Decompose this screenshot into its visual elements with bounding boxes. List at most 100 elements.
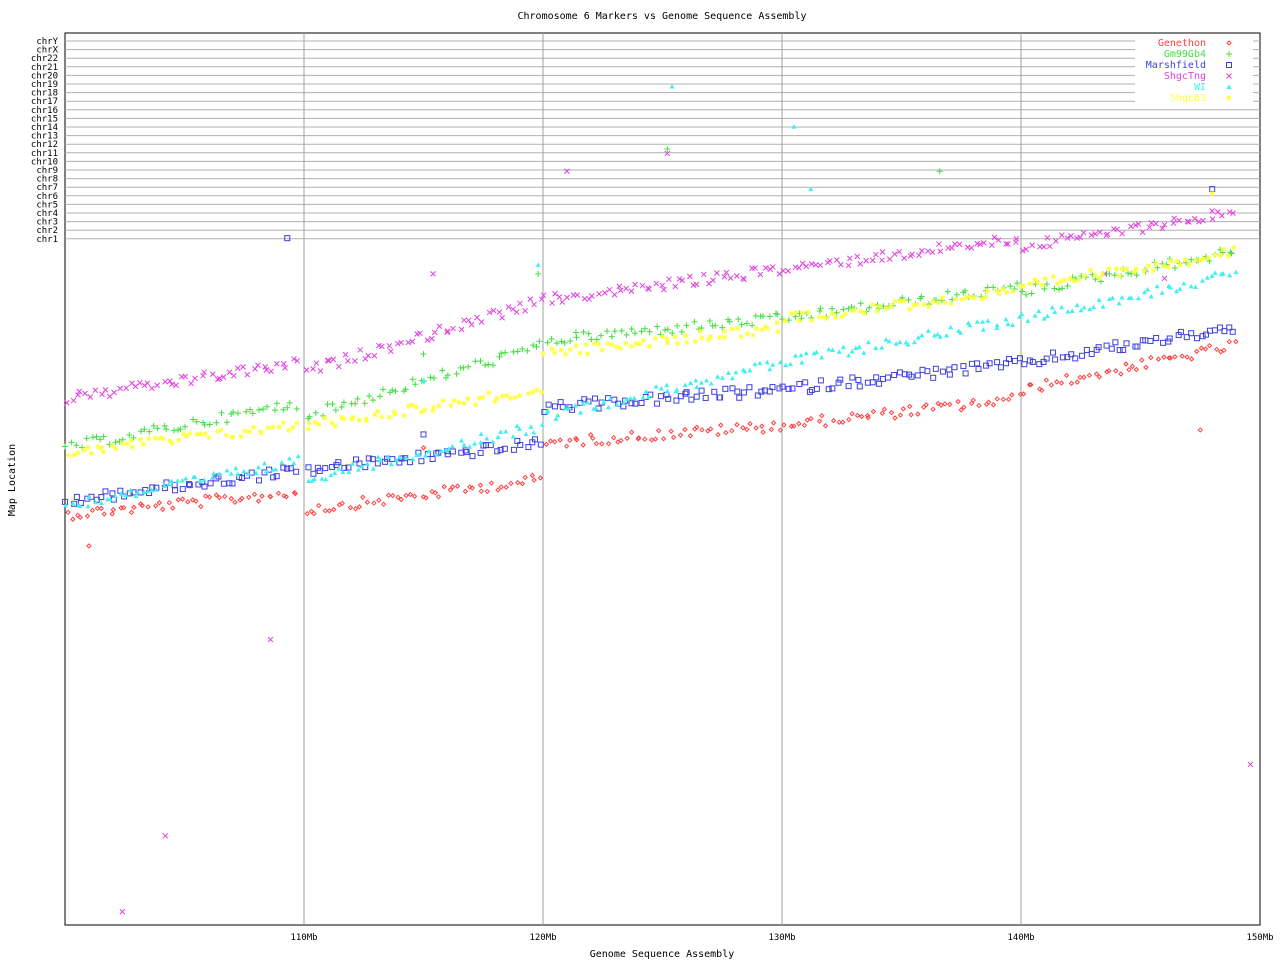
legend-marker: [1226, 62, 1232, 68]
marshfield-marker: [109, 490, 116, 497]
shgc63-marker: [829, 311, 835, 317]
marshfield-marker: [273, 473, 280, 480]
shgc63-marker: [1161, 263, 1167, 269]
marshfield-marker: [873, 374, 880, 381]
shgc63-marker: [1062, 277, 1068, 283]
gm99gb4-marker: [669, 330, 676, 337]
marshfield-marker: [592, 395, 599, 402]
wi-marker: [905, 342, 911, 347]
wi-marker: [646, 394, 652, 399]
gm99gb4-marker: [138, 428, 145, 435]
gm99gb4-marker: [567, 338, 574, 345]
wi-marker: [814, 349, 820, 355]
marshfield-marker: [1120, 346, 1127, 353]
shgctng-marker: [325, 357, 332, 364]
shgctng-marker: [727, 275, 734, 281]
shgctng-marker: [200, 372, 206, 379]
gm99gb4-marker: [1228, 250, 1235, 257]
shgc63-marker: [793, 310, 799, 316]
shgctng-marker: [664, 150, 671, 157]
wi-marker: [819, 354, 825, 360]
shgctng-marker: [616, 283, 623, 290]
marshfield-marker: [876, 380, 883, 387]
marshfield-marker: [226, 480, 233, 487]
gm99gb4-marker: [719, 324, 726, 331]
shgc63-marker: [473, 402, 479, 408]
shgctng-marker: [596, 291, 602, 297]
genethon-marker: [605, 440, 612, 447]
shgc63-marker: [861, 310, 867, 316]
shgc63-marker: [906, 306, 912, 312]
genethon-marker: [1226, 338, 1233, 345]
shgctng-marker: [653, 280, 660, 287]
wi-marker: [261, 460, 267, 466]
wi-marker: [777, 359, 783, 365]
wi-marker: [1177, 286, 1183, 291]
shgctng-marker: [162, 832, 169, 839]
genethon-marker: [239, 495, 245, 502]
marshfield-marker: [796, 380, 803, 387]
wi-marker: [85, 503, 91, 509]
shgc63-marker: [672, 334, 678, 340]
x-axis-ticks: 110Mb 120Mb 130Mb 140Mb 150Mb: [290, 933, 1273, 943]
genethon-marker: [1194, 348, 1200, 355]
genethon-marker: [275, 490, 282, 496]
gm99gb4-marker: [817, 305, 824, 312]
genethon-marker: [1184, 354, 1190, 360]
wi-marker: [944, 332, 950, 338]
genethon-marker: [1172, 354, 1178, 360]
shgctng-marker: [808, 261, 815, 267]
series-gm99gb4: [62, 145, 1235, 451]
marshfield-marker: [1029, 358, 1036, 365]
x-tick-label: 120Mb: [529, 933, 556, 943]
chromosome-label: chr7: [36, 183, 58, 193]
marshfield-marker: [806, 388, 813, 395]
shgc63-marker: [596, 341, 602, 347]
shgctng-marker: [431, 329, 438, 336]
gm99gb4-marker: [1059, 285, 1066, 292]
genethon-marker: [70, 516, 76, 522]
wi-marker: [426, 449, 432, 454]
legend-marker: [1226, 51, 1232, 57]
marshfield-marker: [879, 375, 886, 382]
marshfield-marker: [1116, 347, 1123, 354]
gm99gb4-marker: [514, 348, 521, 355]
shgc63-marker: [1000, 286, 1006, 292]
shgctng-marker: [1068, 233, 1074, 239]
shgctng-marker: [335, 363, 342, 370]
shgctng-marker: [496, 309, 503, 316]
gm99gb4-marker: [126, 431, 133, 438]
shgctng-marker: [639, 282, 646, 289]
gm99gb4-marker: [530, 342, 537, 349]
shgctng-marker: [1230, 210, 1236, 216]
marshfield-marker: [1147, 337, 1154, 344]
genethon-marker: [718, 422, 724, 428]
wi-marker: [1220, 271, 1226, 276]
shgctng-marker: [102, 387, 109, 393]
marshfield-marker: [287, 465, 294, 472]
marshfield-marker: [256, 477, 263, 484]
wi-marker: [1019, 311, 1025, 317]
wi-marker: [640, 395, 646, 400]
genethon-marker: [1197, 427, 1203, 433]
shgc63-marker: [508, 396, 514, 402]
shgctng-marker: [556, 294, 563, 300]
wi-marker: [1167, 284, 1173, 290]
shgc63-marker: [392, 411, 398, 417]
wi-marker: [925, 328, 931, 333]
shgctng-marker: [919, 247, 925, 254]
marshfield-marker: [185, 481, 192, 488]
shgc63-marker: [1081, 273, 1087, 279]
shgc63-marker: [717, 335, 723, 341]
marshfield-marker: [647, 391, 654, 398]
marshfield-marker: [802, 379, 809, 386]
shgctng-marker: [357, 347, 364, 353]
genethon-marker: [759, 423, 765, 429]
shgc63-marker: [486, 390, 492, 396]
shgc63-marker: [833, 314, 839, 320]
marshfield-marker: [1059, 354, 1066, 361]
wi-marker: [332, 470, 338, 475]
wi-marker: [484, 436, 490, 441]
genethon-marker: [858, 413, 865, 420]
marshfield-marker: [654, 400, 661, 407]
